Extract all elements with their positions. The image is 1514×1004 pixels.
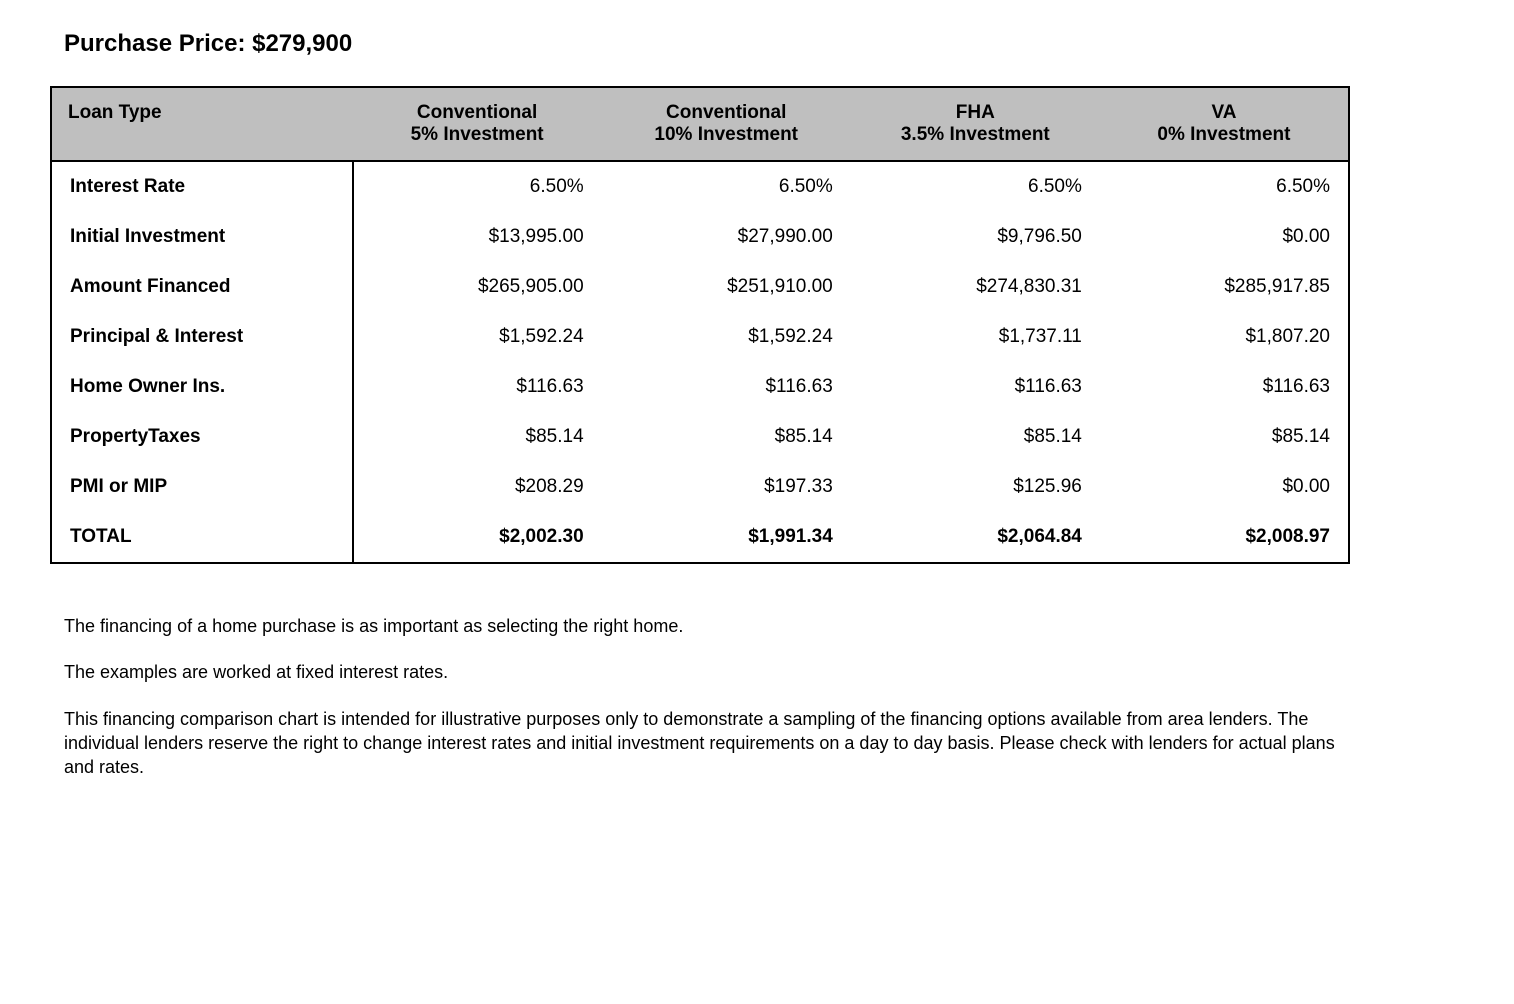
row-value: $274,830.31 xyxy=(851,262,1100,312)
row-value: $1,737.11 xyxy=(851,312,1100,362)
total-value: $2,002.30 xyxy=(353,512,602,563)
total-label: TOTAL xyxy=(51,512,353,563)
header-col-line2: 3.5% Investment xyxy=(867,124,1084,146)
header-col-line2: 5% Investment xyxy=(369,124,586,146)
row-value: $0.00 xyxy=(1100,462,1349,512)
total-value: $2,008.97 xyxy=(1100,512,1349,563)
notes-section: The financing of a home purchase is as i… xyxy=(50,614,1364,779)
header-va: VA 0% Investment xyxy=(1100,87,1349,161)
row-value: 6.50% xyxy=(851,161,1100,212)
row-value: 6.50% xyxy=(353,161,602,212)
note-paragraph: The examples are worked at fixed interes… xyxy=(64,660,1364,684)
header-col-line2: 10% Investment xyxy=(618,124,835,146)
row-value: $13,995.00 xyxy=(353,212,602,262)
note-paragraph: This financing comparison chart is inten… xyxy=(64,707,1364,780)
total-value: $1,991.34 xyxy=(602,512,851,563)
row-value: $125.96 xyxy=(851,462,1100,512)
row-value: $116.63 xyxy=(851,362,1100,412)
row-value: $27,990.00 xyxy=(602,212,851,262)
table-row: Amount Financed$265,905.00$251,910.00$27… xyxy=(51,262,1349,312)
row-value: $1,807.20 xyxy=(1100,312,1349,362)
row-value: 6.50% xyxy=(1100,161,1349,212)
row-value: 6.50% xyxy=(602,161,851,212)
header-conventional-5: Conventional 5% Investment xyxy=(353,87,602,161)
row-value: $116.63 xyxy=(602,362,851,412)
row-value: $85.14 xyxy=(353,412,602,462)
table-row: PropertyTaxes$85.14$85.14$85.14$85.14 xyxy=(51,412,1349,462)
header-fha: FHA 3.5% Investment xyxy=(851,87,1100,161)
table-row: Interest Rate6.50%6.50%6.50%6.50% xyxy=(51,161,1349,212)
note-paragraph: The financing of a home purchase is as i… xyxy=(64,614,1364,638)
row-label: PMI or MIP xyxy=(51,462,353,512)
header-col-line1: VA xyxy=(1211,102,1236,123)
row-label: Home Owner Ins. xyxy=(51,362,353,412)
row-value: $9,796.50 xyxy=(851,212,1100,262)
row-value: $1,592.24 xyxy=(353,312,602,362)
header-col-line1: FHA xyxy=(956,102,995,123)
row-value: $116.63 xyxy=(353,362,602,412)
row-value: $1,592.24 xyxy=(602,312,851,362)
table-row: Principal & Interest$1,592.24$1,592.24$1… xyxy=(51,312,1349,362)
header-col-line1: Conventional xyxy=(666,102,786,123)
table-header-row: Loan Type Conventional 5% Investment Con… xyxy=(51,87,1349,161)
header-col-line2: 0% Investment xyxy=(1116,124,1332,146)
row-label: Principal & Interest xyxy=(51,312,353,362)
row-label: Amount Financed xyxy=(51,262,353,312)
row-value: $116.63 xyxy=(1100,362,1349,412)
row-label: PropertyTaxes xyxy=(51,412,353,462)
table-row: PMI or MIP$208.29$197.33$125.96$0.00 xyxy=(51,462,1349,512)
page-title: Purchase Price: $279,900 xyxy=(64,30,1464,58)
table-total-row: TOTAL$2,002.30$1,991.34$2,064.84$2,008.9… xyxy=(51,512,1349,563)
row-value: $251,910.00 xyxy=(602,262,851,312)
row-label: Interest Rate xyxy=(51,161,353,212)
header-loan-type: Loan Type xyxy=(51,87,353,161)
header-col-line1: Conventional xyxy=(417,102,537,123)
table-row: Initial Investment$13,995.00$27,990.00$9… xyxy=(51,212,1349,262)
table-body: Interest Rate6.50%6.50%6.50%6.50%Initial… xyxy=(51,161,1349,563)
row-value: $85.14 xyxy=(1100,412,1349,462)
row-value: $85.14 xyxy=(602,412,851,462)
loan-comparison-table: Loan Type Conventional 5% Investment Con… xyxy=(50,86,1350,564)
row-value: $85.14 xyxy=(851,412,1100,462)
total-value: $2,064.84 xyxy=(851,512,1100,563)
row-value: $265,905.00 xyxy=(353,262,602,312)
table-row: Home Owner Ins.$116.63$116.63$116.63$116… xyxy=(51,362,1349,412)
header-conventional-10: Conventional 10% Investment xyxy=(602,87,851,161)
row-value: $208.29 xyxy=(353,462,602,512)
row-value: $197.33 xyxy=(602,462,851,512)
row-label: Initial Investment xyxy=(51,212,353,262)
row-value: $285,917.85 xyxy=(1100,262,1349,312)
row-value: $0.00 xyxy=(1100,212,1349,262)
